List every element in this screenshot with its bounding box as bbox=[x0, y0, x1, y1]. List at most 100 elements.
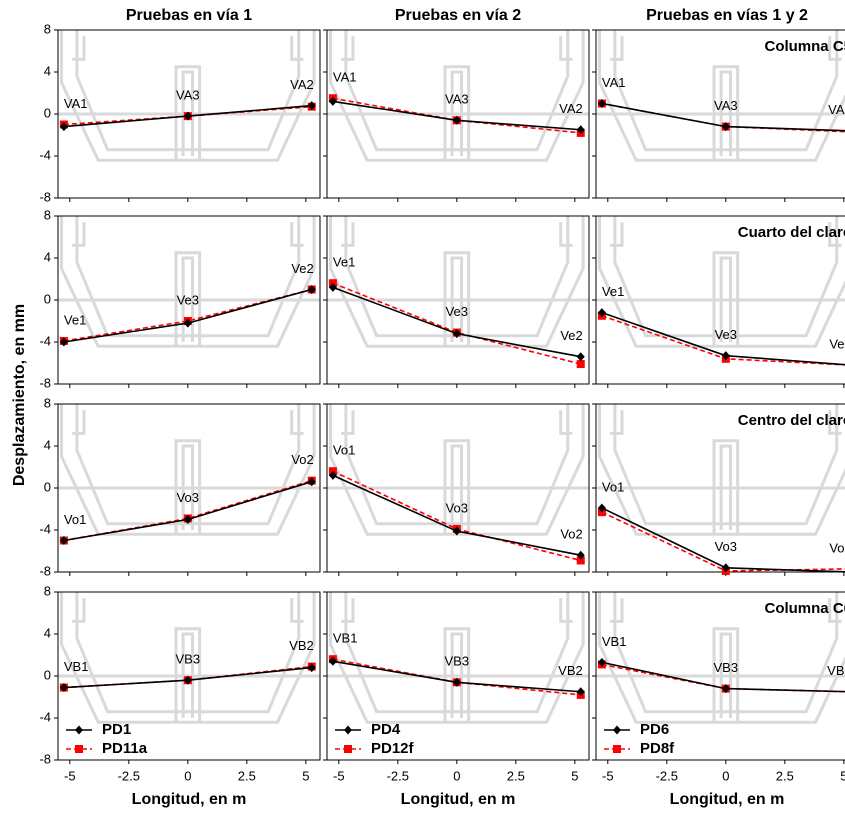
point-label: VB2 bbox=[289, 638, 314, 653]
point-label: VA3 bbox=[176, 88, 200, 103]
marker bbox=[576, 687, 585, 697]
marker bbox=[307, 477, 316, 487]
legend-label: PD6 bbox=[640, 721, 669, 738]
x-tick-label: 2.5 bbox=[507, 768, 525, 783]
x-tick-label: -5 bbox=[333, 768, 345, 783]
point-label: VB3 bbox=[714, 660, 739, 675]
marker bbox=[597, 308, 606, 318]
marker bbox=[721, 684, 730, 694]
row-annotation: Cuarto del claro bbox=[738, 224, 845, 241]
point-label: Ve1 bbox=[333, 255, 355, 270]
bridge-outline bbox=[828, 222, 842, 247]
panel: Ve1 Ve3 Ve2 bbox=[323, 215, 590, 388]
x-tick-label: -2.5 bbox=[656, 768, 678, 783]
marker bbox=[576, 556, 585, 565]
point-label: Vo3 bbox=[177, 490, 199, 505]
marker bbox=[452, 115, 461, 125]
bridge-outline bbox=[329, 216, 585, 348]
panel: -5 -2.5 0 2.5 5 VB1 VB3 VB2 PD6 PD8f bbox=[592, 591, 845, 783]
marker bbox=[721, 351, 730, 361]
point-label: Vo2 bbox=[829, 540, 845, 555]
bridge-outline bbox=[559, 222, 573, 247]
marker bbox=[597, 503, 606, 513]
bridge-outline bbox=[610, 410, 624, 435]
point-label: Ve3 bbox=[446, 304, 468, 319]
panel: Vo1 Vo3 Vo2 bbox=[592, 403, 845, 576]
bridge-outline bbox=[559, 598, 573, 623]
y-tick-label: -4 bbox=[39, 147, 51, 162]
legend-label: PD1 bbox=[102, 721, 131, 738]
column-title: Pruebas en vías 1 y 2 bbox=[646, 7, 808, 24]
bridge-outline bbox=[341, 222, 355, 247]
bridge-outline bbox=[344, 30, 570, 152]
bridge-outline bbox=[344, 404, 570, 526]
legend-label: PD8f bbox=[640, 740, 675, 757]
y-tick-label: -8 bbox=[39, 563, 51, 578]
point-label: VA1 bbox=[602, 75, 626, 90]
bridge-outline bbox=[828, 410, 842, 435]
bridge-outline bbox=[75, 216, 301, 338]
point-label: Ve2 bbox=[291, 261, 313, 276]
marker bbox=[59, 122, 68, 132]
x-tick-label: 5 bbox=[571, 768, 578, 783]
point-label: VB2 bbox=[827, 663, 845, 678]
point-label: VA2 bbox=[290, 77, 314, 92]
point-label: VB1 bbox=[333, 631, 358, 646]
bridge-outline bbox=[598, 404, 845, 536]
bridge-outline bbox=[828, 36, 842, 61]
x-tick-label: -5 bbox=[602, 768, 614, 783]
bridge-outline bbox=[598, 216, 845, 348]
x-tick-label: 5 bbox=[302, 768, 309, 783]
bridge-outline bbox=[613, 30, 839, 152]
legend-label: PD4 bbox=[371, 721, 401, 738]
point-label: Vo3 bbox=[715, 539, 737, 554]
y-tick-label: 0 bbox=[44, 667, 51, 682]
marker bbox=[307, 285, 316, 294]
marker bbox=[576, 550, 585, 560]
marker bbox=[576, 125, 585, 135]
panel: Vo1 Vo3 Vo2 bbox=[323, 403, 590, 576]
y-tick-label: 4 bbox=[44, 625, 51, 640]
point-label: VB1 bbox=[64, 659, 89, 674]
legend-marker bbox=[613, 745, 621, 753]
y-tick-label: -4 bbox=[39, 709, 51, 724]
point-label: Vo1 bbox=[602, 479, 624, 494]
point-label: Vo1 bbox=[64, 512, 86, 527]
row-annotation: Columna C6 bbox=[764, 600, 845, 617]
y-tick-label: 4 bbox=[44, 249, 51, 264]
bridge-outline bbox=[290, 222, 304, 247]
y-tick-label: 8 bbox=[44, 207, 51, 222]
point-label: VB3 bbox=[445, 654, 470, 669]
x-tick-label: 2.5 bbox=[238, 768, 256, 783]
marker bbox=[59, 337, 68, 347]
point-label: Ve3 bbox=[177, 292, 199, 307]
point-label: VB2 bbox=[558, 663, 583, 678]
point-label: VA2 bbox=[828, 102, 845, 117]
bridge-outline bbox=[344, 592, 570, 714]
x-tick-label: -5 bbox=[64, 768, 76, 783]
x-axis-label: Longitud, en m bbox=[670, 791, 785, 808]
legend-marker bbox=[75, 745, 83, 753]
bridge-outline bbox=[290, 410, 304, 435]
point-label: Ve3 bbox=[715, 327, 737, 342]
panel: VA1 VA3 VA2 bbox=[592, 29, 845, 202]
y-tick-label: 8 bbox=[44, 583, 51, 598]
x-tick-label: -2.5 bbox=[118, 768, 140, 783]
marker bbox=[597, 99, 606, 108]
bridge-outline bbox=[290, 598, 304, 623]
y-tick-label: -4 bbox=[39, 521, 51, 536]
x-axis-label: Longitud, en m bbox=[132, 791, 247, 808]
bridge-outline bbox=[75, 592, 301, 714]
point-label: VA2 bbox=[559, 101, 583, 116]
panel: Ve1 Ve3 Ve2 bbox=[592, 215, 845, 388]
panel: -8 -4 0 4 8 Vo1 Vo3 Vo2 bbox=[39, 395, 321, 578]
marker bbox=[307, 663, 316, 673]
bridge-outline bbox=[559, 410, 573, 435]
marker bbox=[328, 656, 337, 666]
bridge-outline bbox=[75, 30, 301, 152]
marker bbox=[328, 96, 337, 106]
marker bbox=[576, 360, 585, 369]
legend-marker bbox=[344, 725, 352, 735]
bridge-outline bbox=[610, 36, 624, 61]
